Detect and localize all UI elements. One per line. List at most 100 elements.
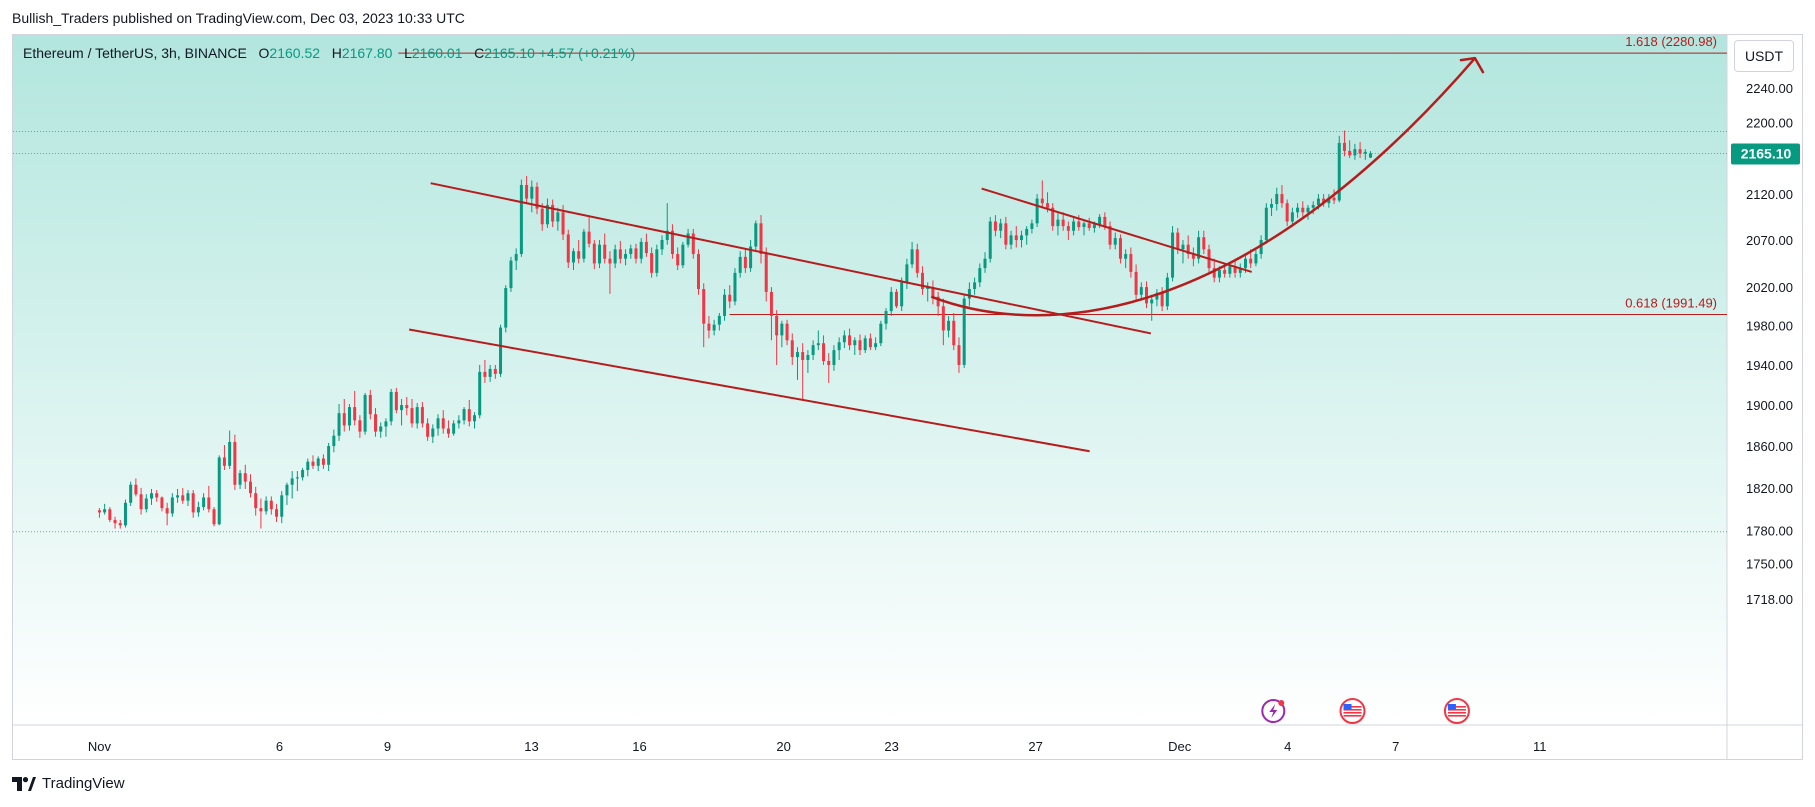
candle-body xyxy=(1337,142,1341,201)
candle-body xyxy=(957,345,961,365)
candle xyxy=(749,240,753,272)
candle-body xyxy=(150,493,154,499)
candle-body xyxy=(967,289,971,299)
candle xyxy=(499,324,503,377)
candle xyxy=(259,498,263,529)
candle xyxy=(1332,189,1336,205)
candle xyxy=(1009,230,1013,250)
flag-outline xyxy=(1443,698,1470,724)
candle-body xyxy=(1270,204,1274,208)
price-tick-label: 1900.00 xyxy=(1746,398,1793,413)
candle xyxy=(504,285,508,333)
candle-body xyxy=(759,223,763,255)
candle-body xyxy=(243,473,247,482)
candle-body xyxy=(743,256,747,269)
candle xyxy=(759,215,763,264)
candle xyxy=(1348,140,1352,159)
candle-body xyxy=(1098,216,1102,225)
candle xyxy=(478,364,482,419)
candle xyxy=(358,415,362,438)
candle-body xyxy=(103,509,107,513)
candle xyxy=(264,496,268,515)
candle-body xyxy=(321,458,325,465)
candle xyxy=(228,430,232,469)
candle xyxy=(618,240,622,264)
candle-body xyxy=(894,291,898,307)
candle-body xyxy=(582,231,586,259)
candle-body xyxy=(1296,207,1300,213)
flag-stripe xyxy=(1447,712,1466,714)
candle xyxy=(764,247,768,302)
tradingview-logo-icon[interactable] xyxy=(12,776,36,791)
candle-body xyxy=(436,418,440,429)
candle xyxy=(545,198,549,228)
footer-brand[interactable]: TradingView xyxy=(42,775,125,792)
candle xyxy=(1290,207,1294,226)
candle xyxy=(129,481,133,506)
price-tick-label: 1718.00 xyxy=(1746,592,1793,607)
candle xyxy=(577,240,581,264)
candle xyxy=(1197,230,1201,264)
candle xyxy=(431,424,435,443)
candle xyxy=(212,507,216,527)
candle-body xyxy=(118,523,122,526)
legend-low-value: 2160.01 xyxy=(411,45,463,61)
candle xyxy=(624,249,628,266)
candle xyxy=(931,280,935,305)
candle-body xyxy=(1181,244,1185,250)
candle-body xyxy=(910,249,914,265)
candle xyxy=(941,298,945,346)
candle xyxy=(1014,226,1018,248)
candle-body xyxy=(347,407,351,426)
candle xyxy=(1072,216,1076,236)
candle xyxy=(311,455,315,469)
candle xyxy=(441,410,445,434)
us-flag-icon[interactable] xyxy=(1443,698,1470,724)
candle-body xyxy=(749,246,753,269)
candle xyxy=(1202,230,1206,255)
legend-close-value: 2165.10 xyxy=(484,45,535,61)
candle xyxy=(1145,281,1149,309)
legend-symbol[interactable]: Ethereum / TetherUS, 3h, BINANCE xyxy=(23,45,247,61)
candle-body xyxy=(1108,226,1112,245)
candle-body xyxy=(764,254,768,292)
time-tick-label: 7 xyxy=(1392,739,1399,754)
candle xyxy=(379,422,383,438)
candle xyxy=(446,420,450,438)
currency-button[interactable]: USDT xyxy=(1734,40,1794,72)
candle xyxy=(488,364,492,382)
candle-body xyxy=(1150,299,1154,304)
candle-body xyxy=(457,420,461,424)
candle-body xyxy=(1290,212,1294,222)
candle xyxy=(275,503,279,523)
candle-body xyxy=(832,350,836,365)
candle-body xyxy=(676,254,680,266)
candle xyxy=(394,387,398,414)
candle-body xyxy=(1202,237,1206,250)
candle xyxy=(1238,263,1242,278)
candle-body xyxy=(514,254,518,261)
candle xyxy=(1342,130,1346,157)
chart-frame[interactable] xyxy=(12,34,1803,760)
candle xyxy=(1322,194,1326,207)
candle-body xyxy=(358,420,362,432)
candle xyxy=(608,251,612,294)
earnings-flash-icon[interactable] xyxy=(1261,699,1286,723)
candle xyxy=(723,289,727,321)
candle-body xyxy=(811,345,815,356)
candle xyxy=(160,496,164,512)
candle xyxy=(248,474,252,498)
candle xyxy=(1004,216,1008,250)
candle xyxy=(582,228,586,263)
candle xyxy=(988,216,992,263)
candle xyxy=(467,400,471,427)
time-tick-label: 4 xyxy=(1284,739,1291,754)
candle-body xyxy=(598,244,602,264)
candle xyxy=(368,389,372,420)
candle xyxy=(353,390,357,426)
candle-body xyxy=(160,497,164,509)
legend-low-label: L xyxy=(404,45,412,61)
us-flag-icon[interactable] xyxy=(1339,698,1366,724)
candle-body xyxy=(858,340,862,351)
